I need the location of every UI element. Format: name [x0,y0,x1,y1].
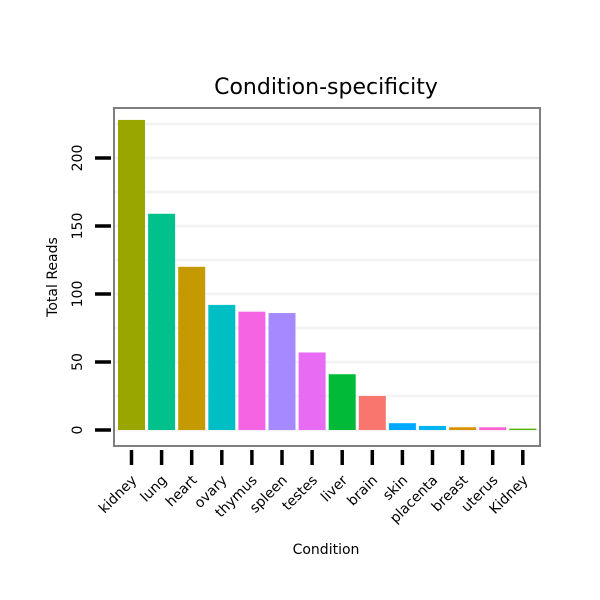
bar-placenta [419,425,446,430]
bar-breast [449,427,477,430]
bar-heart [178,266,206,430]
bar-spleen [268,313,296,430]
x-tick-label: brain [344,473,381,510]
bars [118,119,537,431]
plot-frame [113,107,541,447]
bar-thymus [238,311,266,430]
bar-kidney [509,428,537,430]
bar-testes [298,352,326,430]
bar-liver [328,374,356,430]
bar-kidney [118,119,145,431]
x-axis: kidneylungheartovarythymusspleentestesli… [96,450,532,527]
y-axis: 0 50 100 150 200 [70,145,111,435]
bar-lung [148,213,176,430]
bar-uterus [479,427,507,430]
y-tick-label: 100 [70,281,86,308]
x-tick-label: kidney [96,473,140,517]
bar-brain [358,396,386,430]
y-tick-label: 200 [70,145,86,172]
x-axis-label: Condition [293,542,360,558]
chart-title: Condition-specificity [214,75,438,100]
y-axis-label: Total Reads [45,237,61,318]
bar-ovary [208,304,236,430]
y-tick-label: 150 [70,213,86,240]
bar-skin [388,423,416,430]
y-tick-label: 0 [70,426,86,435]
y-tick-label: 50 [70,353,86,371]
